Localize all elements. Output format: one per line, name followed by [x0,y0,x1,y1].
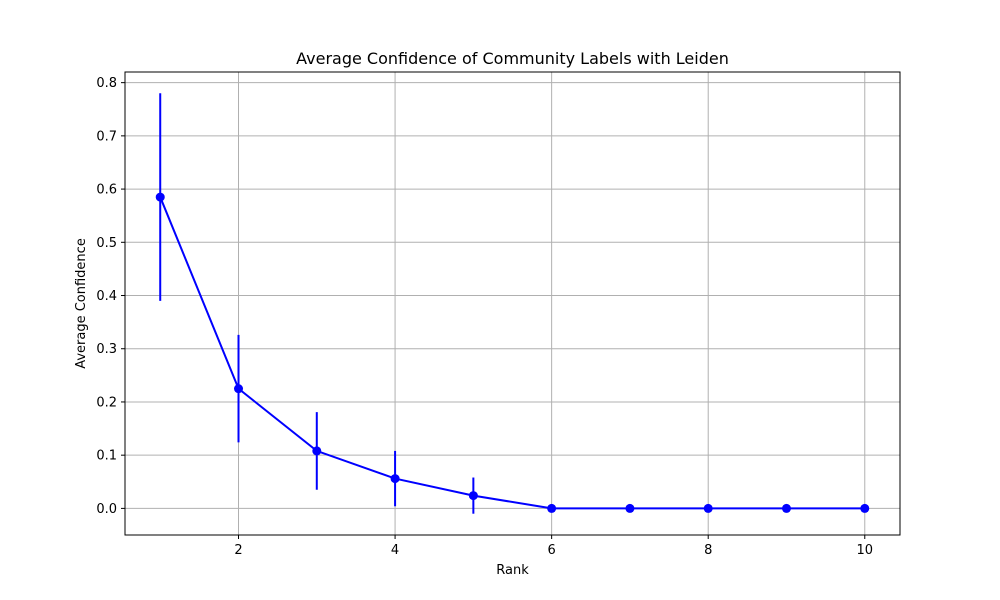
y-tick-label: 0.8 [96,76,117,91]
data-point [860,503,870,513]
data-points [155,192,870,513]
y-tick-label: 0.1 [96,449,117,464]
data-point [703,503,713,513]
data-point [625,503,635,513]
x-tick-label: 4 [391,543,399,558]
y-tick-label: 0.3 [96,342,117,357]
y-tick-label: 0.0 [96,502,117,517]
y-tick-label: 0.6 [96,183,117,198]
x-tick-label: 2 [234,543,242,558]
series-line-path [159,196,865,510]
grid [125,72,900,535]
x-axis-label: Rank [496,563,529,578]
data-point [468,491,478,501]
y-tick-label: 0.5 [96,236,117,251]
data-point [155,192,165,202]
x-tick-label: 6 [548,543,556,558]
chart-title: Average Confidence of Community Labels w… [296,49,729,68]
x-axis-ticks: 2 4 6 8 10 [234,535,873,558]
x-tick-label: 10 [856,543,873,558]
y-tick-label: 0.7 [96,129,117,144]
series-line [159,196,865,510]
data-point [312,446,322,456]
y-tick-label: 0.4 [96,289,117,304]
data-point [390,474,400,484]
data-point [547,503,557,513]
data-point [781,503,791,513]
y-tick-label: 0.2 [96,395,117,410]
y-axis-label: Average Confidence [74,238,89,369]
y-axis-ticks: 0.0 0.1 0.2 0.3 0.4 0.5 0.6 0.7 0.8 [96,76,125,517]
x-tick-label: 8 [704,543,712,558]
data-point [234,384,244,394]
plot-frame [124,71,901,536]
